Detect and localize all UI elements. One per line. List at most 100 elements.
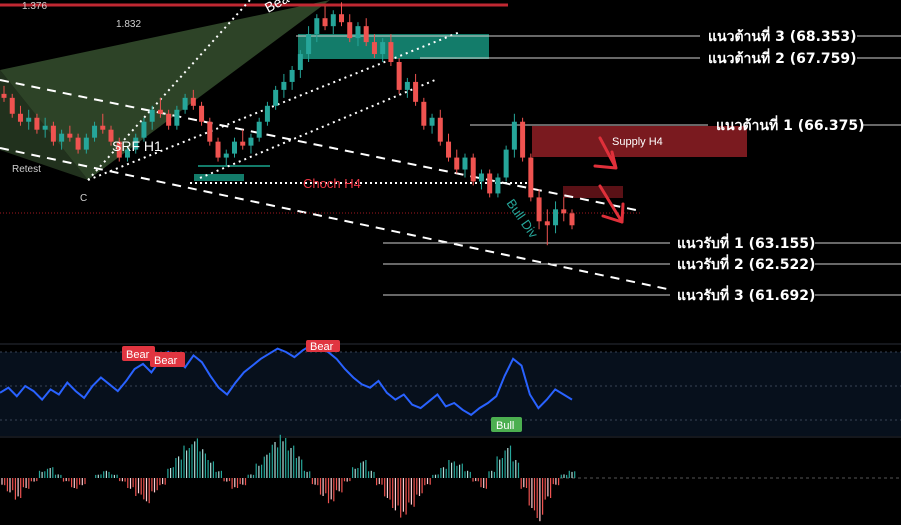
support-3-label: แนวรับที่ 3 (61.692) [677,285,815,304]
rsi-line [0,344,573,417]
candle-body [429,117,435,126]
candle-body [166,113,172,126]
candle-body [17,113,23,122]
candle-body [404,81,410,90]
candle-body [124,149,130,158]
histogram-group [1,434,576,522]
candle-body [289,69,295,82]
candle-body [437,117,443,142]
rsi-tag-bear-3: Bear [306,340,340,353]
fib-dotted-line [87,0,251,181]
dotted-channel-lower [199,79,436,179]
candle-body [1,93,7,98]
srf-h1-label: SRF H1 [112,138,162,154]
bearish-arrow-2-icon [598,184,625,224]
candle-body [100,125,106,130]
candle-body [396,62,402,90]
rsi-band [0,352,901,436]
candle-body [446,141,452,158]
candle-body [116,141,122,158]
candle-body [470,157,476,182]
supply-zone-h4 [532,126,747,157]
retest-label: Retest [12,164,41,175]
rsi-tag-bear-1-text: Bear [126,349,150,361]
candle-body [264,105,270,122]
candle-body [314,18,320,35]
rsi-tag-bear-2-text: Bear [154,355,178,367]
resistance-2-label: แนวต้านที่ 2 (67.759) [708,48,857,67]
candle-body [487,173,493,194]
small-supply-zone [563,186,623,198]
candle-body [454,157,460,170]
candle-body [157,109,163,114]
candle-body [59,133,65,142]
harmonic-pattern-leg-1 [0,0,330,180]
candle-body [520,121,526,158]
candle-body [223,153,229,158]
rsi-tag-bear-2: Bear [150,352,185,367]
candle-body [339,14,345,23]
rsi-tag-bull: Bull [491,417,522,432]
candle-body [256,121,262,138]
candle-body [34,117,40,130]
resistance-3-label: แนวต้านที่ 3 (68.353) [708,26,857,45]
candle-body [9,97,15,114]
candle-body [553,209,559,226]
candle-body [363,26,369,43]
candle-body [281,81,287,90]
candle-body [190,97,196,106]
demand-zone-top [298,34,489,59]
fib-2-label: 1.832 [116,19,141,30]
candle-body [199,105,205,122]
dotted-channel-upper [87,31,461,181]
candle-body [495,177,501,194]
candle-body [149,109,155,122]
candle-body [536,197,542,222]
candle-body [306,34,312,55]
candle-body [421,101,427,126]
candle-body [108,129,114,142]
rsi-tag-bear-3-text: Bear [310,341,334,353]
candle-body [297,54,303,70]
bearish-arrow-1-icon [593,136,618,170]
candle-body [248,137,254,146]
resistance-1-label: แนวต้านที่ 1 (66.375) [716,115,865,134]
bull-div-label: Bull Div [504,196,542,241]
point-c-label: C [80,193,87,204]
candle-body [371,42,377,55]
rsi-tag-bull-text: Bull [496,420,514,432]
candle-body [569,213,575,226]
candle-body [174,109,180,126]
candle-body [133,137,139,150]
candle-body [215,141,221,158]
candle-body [503,149,509,178]
candle-body [83,137,89,150]
candle-body [141,121,147,138]
candle-body [347,22,353,39]
candle-body [26,117,32,122]
fib-1-label: 1.376 [22,1,47,12]
candle-body [231,141,237,154]
rsi-tag-bear-1: Bear [122,346,155,361]
candle-body [273,89,279,106]
candle-body [388,42,394,63]
candle-body [355,26,361,39]
candle-body [478,173,484,182]
candle-body [561,209,567,214]
candle-body [182,97,188,110]
candle-body [207,121,213,142]
small-demand-zone [194,174,244,181]
support-2-label: แนวรับที่ 2 (62.522) [677,254,815,273]
candles-group [1,2,575,246]
candle-body [528,157,534,198]
candle-body [50,125,56,142]
supply-zone-label: Supply H4 [612,136,663,148]
candle-body [75,137,81,150]
candle-body [67,133,73,138]
candle-body [413,81,419,102]
candle-body [92,125,98,138]
lower-trendline [0,147,673,291]
candle-body [42,125,48,130]
candle-body [511,121,517,150]
